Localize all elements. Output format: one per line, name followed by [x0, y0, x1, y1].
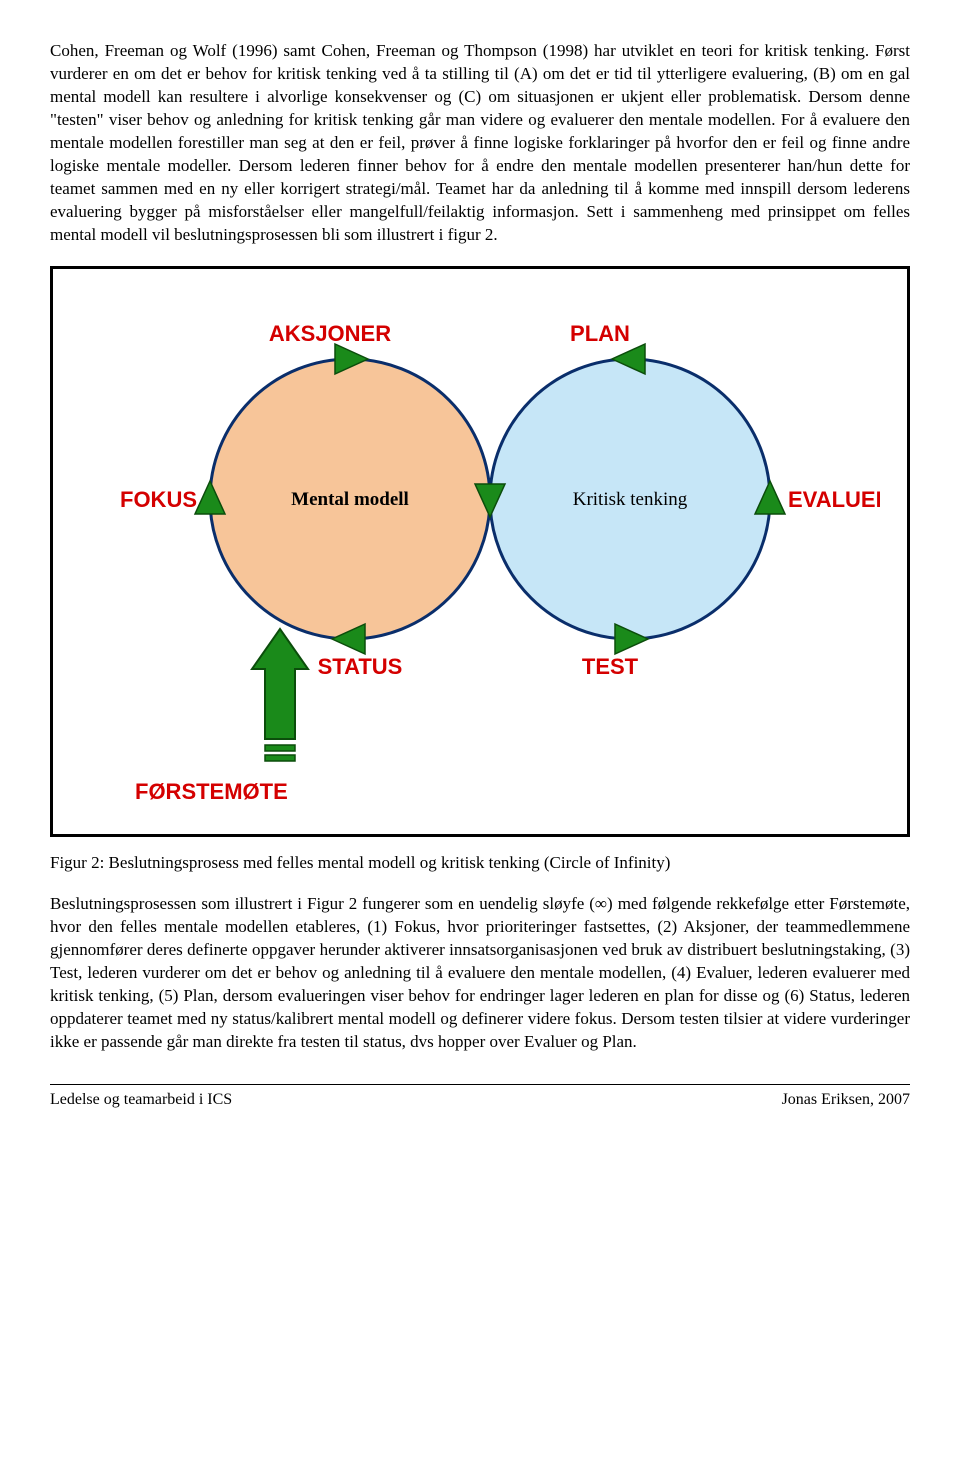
paragraph-1: Cohen, Freeman og Wolf (1996) samt Cohen…: [50, 40, 910, 246]
footer-left: Ledelse og teamarbeid i ICS: [50, 1089, 232, 1111]
page-footer: Ledelse og teamarbeid i ICS Jonas Erikse…: [50, 1089, 910, 1111]
paragraph-2: Beslutningsprosessen som illustrert i Fi…: [50, 893, 910, 1054]
figure-2-diagram: Mental modell Kritisk tenking AKSJONER PLAN…: [80, 289, 880, 809]
figure-2-caption: Figur 2: Beslutningsprosess med felles m…: [50, 852, 910, 875]
svg-text:TEST: TEST: [582, 654, 639, 679]
footer-right: Jonas Eriksen, 2007: [782, 1089, 910, 1111]
svg-text:AKSJONER: AKSJONER: [269, 321, 391, 346]
svg-text:PLAN: PLAN: [570, 321, 630, 346]
svg-text:STATUS: STATUS: [318, 654, 403, 679]
figure-2-frame: Mental modell Kritisk tenking AKSJONER PLAN…: [50, 266, 910, 837]
svg-text:FOKUS: FOKUS: [120, 487, 197, 512]
svg-text:Mental modell: Mental modell: [291, 489, 409, 510]
svg-text:EVALUER: EVALUER: [788, 487, 880, 512]
svg-text:Kritisk tenking: Kritisk tenking: [573, 489, 688, 510]
svg-text:FØRSTEMØTE: FØRSTEMØTE: [135, 779, 288, 804]
footer-rule: [50, 1084, 910, 1085]
